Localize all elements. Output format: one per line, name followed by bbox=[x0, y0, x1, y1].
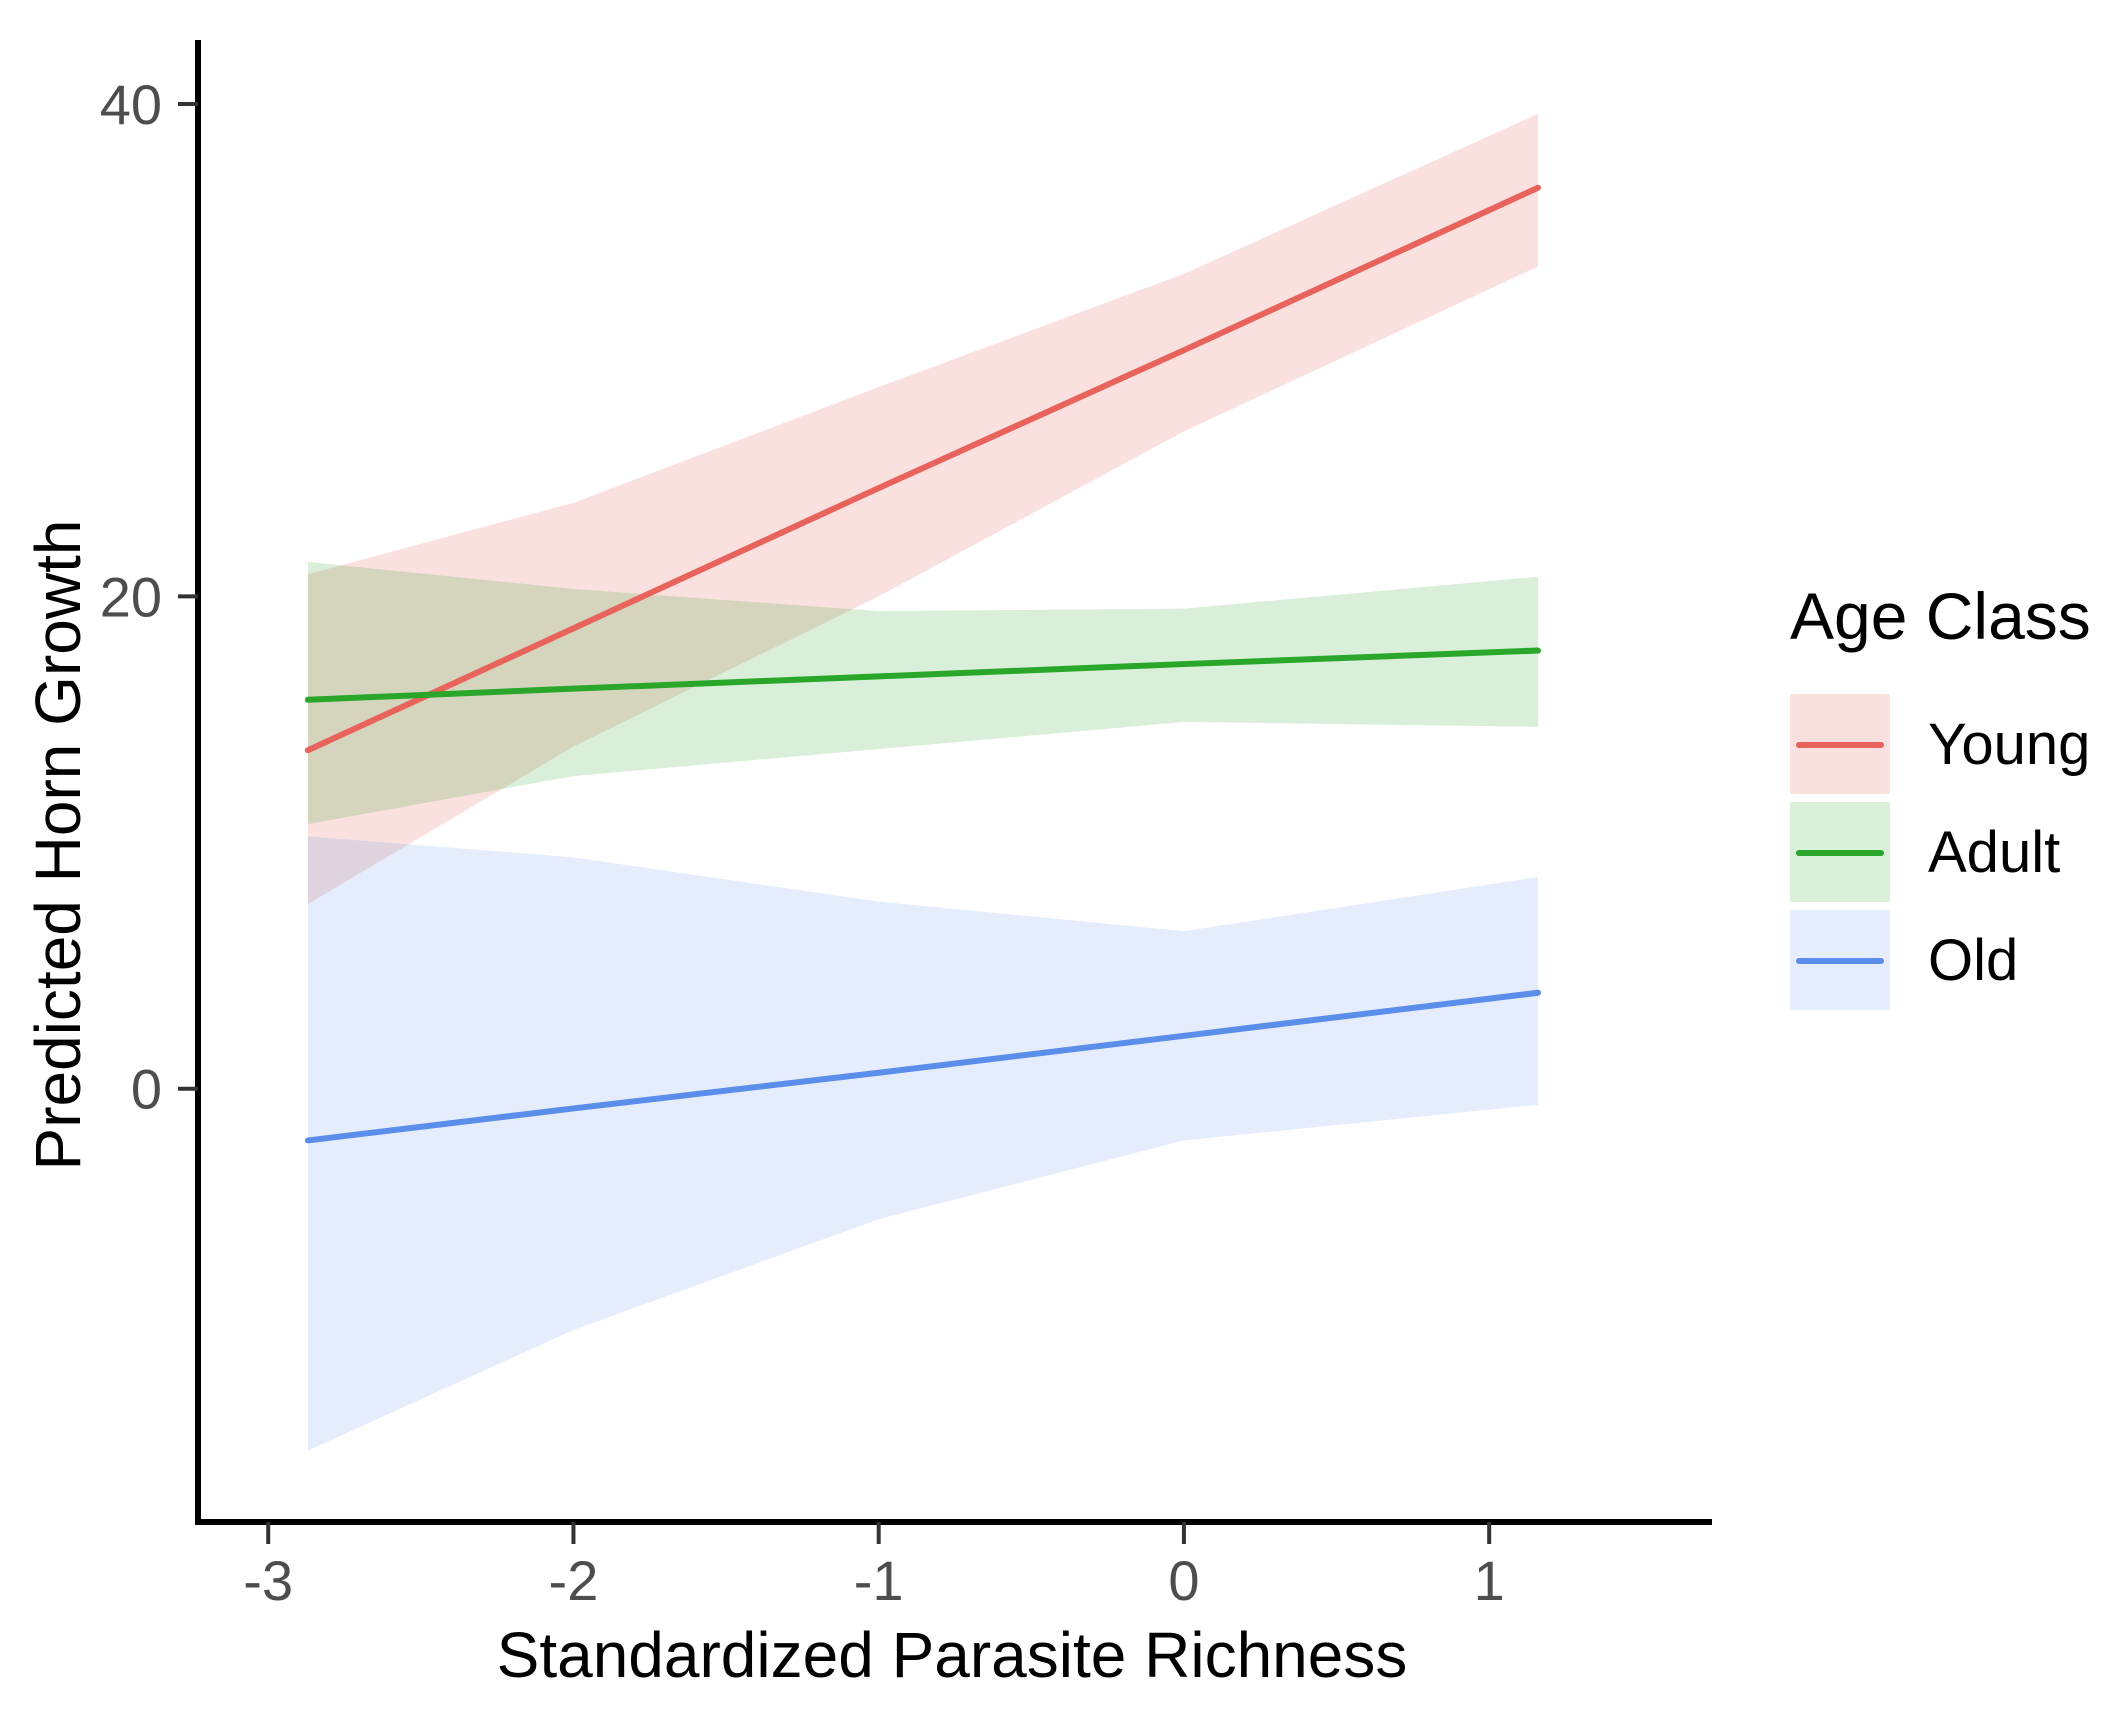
fit-line-old bbox=[304, 989, 1542, 1144]
legend-entry-young: Young bbox=[1790, 694, 2091, 794]
x-tick-label: -2 bbox=[549, 1549, 599, 1612]
ci-ribbon-young bbox=[307, 113, 1539, 905]
x-tick-label: -1 bbox=[854, 1549, 904, 1612]
y-tick-label: 40 bbox=[100, 73, 162, 136]
legend-key-line-adult bbox=[1796, 850, 1884, 856]
fit-line-young bbox=[304, 184, 1542, 754]
legend-title: Age Class bbox=[1790, 579, 2091, 653]
y-tick-label: 0 bbox=[131, 1058, 162, 1121]
legend-label-adult: Adult bbox=[1928, 819, 2061, 885]
x-tick-label: 0 bbox=[1168, 1549, 1199, 1612]
x-tick-label: 1 bbox=[1474, 1549, 1505, 1612]
fit-line-adult bbox=[304, 647, 1542, 703]
x-tick-label: -3 bbox=[243, 1549, 293, 1612]
y-axis-title: Predicted Horn Growth bbox=[22, 519, 94, 1171]
ci-ribbon-old bbox=[307, 836, 1539, 1451]
legend-swatch-old bbox=[1790, 910, 1890, 1010]
legend: Age Class Young Adult Old bbox=[1790, 578, 2091, 1018]
legend-label-young: Young bbox=[1928, 711, 2091, 777]
legend-swatch-adult bbox=[1790, 802, 1890, 902]
legend-key-line-young bbox=[1796, 742, 1884, 748]
y-tick-label: 20 bbox=[100, 565, 162, 628]
x-axis-title: Standardized Parasite Richness bbox=[496, 1619, 1408, 1691]
legend-label-old: Old bbox=[1928, 927, 2019, 993]
legend-key-line-old bbox=[1796, 958, 1884, 964]
legend-entry-adult: Adult bbox=[1790, 802, 2091, 902]
legend-swatch-young bbox=[1790, 694, 1890, 794]
legend-entry-old: Old bbox=[1790, 910, 2091, 1010]
ci-ribbon-adult bbox=[307, 561, 1539, 825]
